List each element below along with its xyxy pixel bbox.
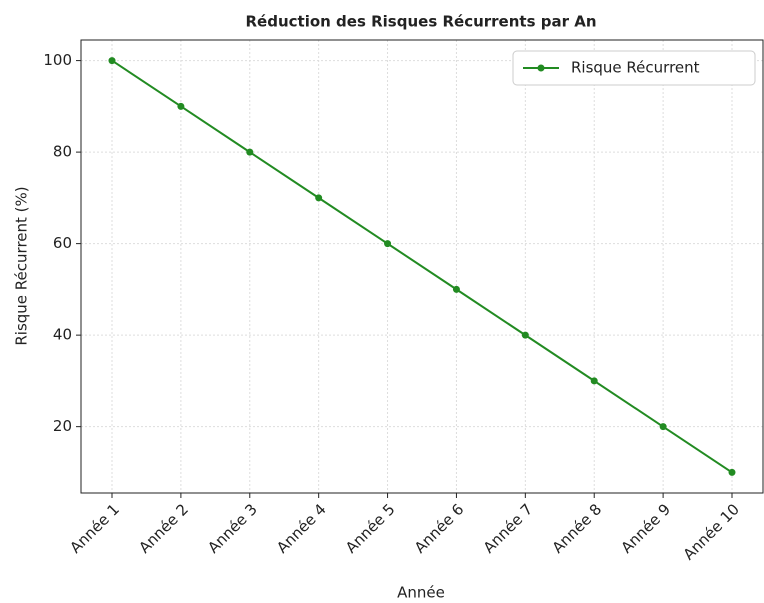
legend-marker	[537, 64, 545, 72]
marker	[728, 468, 736, 476]
marker	[521, 331, 529, 339]
x-tick-label: Année 1	[66, 500, 123, 557]
y-axis-label: Risque Récurrent (%)	[13, 186, 31, 345]
y-tick-label: 20	[53, 417, 72, 435]
x-axis-label: Année	[397, 584, 445, 602]
legend: Risque Récurrent	[512, 50, 756, 86]
y-tick-label: 60	[53, 234, 72, 252]
marker	[659, 423, 667, 431]
x-tick-label: Année 2	[135, 500, 192, 557]
marker	[108, 57, 116, 65]
x-tick-label: Année 9	[618, 500, 675, 557]
x-tick-label: Année 7	[480, 500, 537, 557]
x-tick-label: Année 3	[204, 500, 261, 557]
marker	[315, 194, 323, 202]
y-tick-label: 100	[43, 51, 72, 69]
marker	[384, 240, 392, 248]
marker	[246, 148, 254, 156]
legend-box	[512, 50, 756, 86]
legend-label: Risque Récurrent	[571, 59, 700, 77]
x-tick-label: Année 4	[273, 500, 330, 557]
x-tick-label: Année 5	[342, 500, 399, 557]
chart-title: Réduction des Risques Récurrents par An	[246, 13, 597, 31]
x-tick-label: Année 8	[549, 500, 606, 557]
y-tick-label: 40	[53, 326, 72, 344]
y-tick-label: 80	[53, 143, 72, 161]
x-tick-label: Année 6	[411, 500, 468, 557]
x-tick-label: Année 10	[680, 500, 743, 563]
marker	[590, 377, 598, 385]
line	[111, 59, 733, 474]
plot-frame	[80, 39, 764, 494]
marker	[452, 285, 460, 293]
marker	[177, 102, 185, 110]
